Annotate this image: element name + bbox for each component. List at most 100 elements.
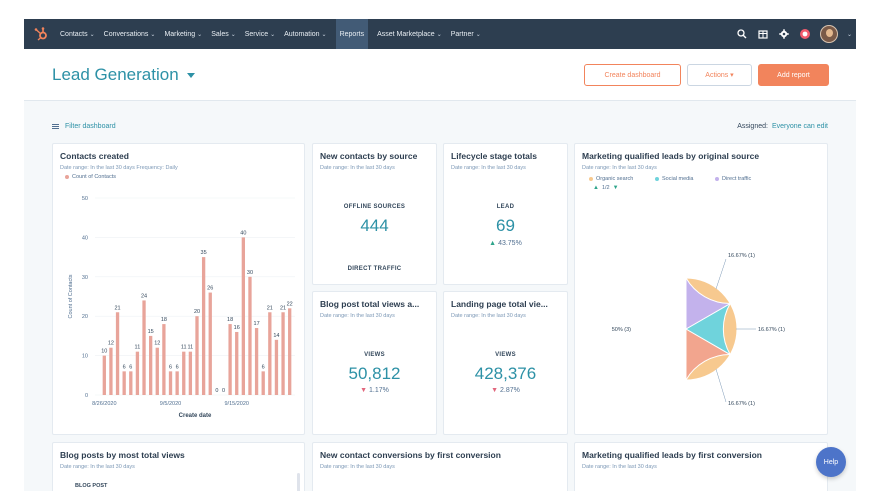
bar <box>281 312 285 395</box>
data-label: 11 <box>181 345 187 351</box>
metric-label: DIRECT TRAFFIC <box>347 266 402 272</box>
nav-marketing[interactable]: Marketing ⌄ <box>164 30 203 38</box>
legend-swatch <box>655 177 659 181</box>
nav-contacts[interactable]: Contacts ⌄ <box>60 30 95 38</box>
chevron-down-icon: ⌄ <box>436 31 442 38</box>
data-label: 6 <box>176 364 179 370</box>
pie-slice-label: 16.67% (1) <box>728 401 755 407</box>
metric-value: 50,812 <box>348 364 401 383</box>
down-arrow-icon: ▼ <box>360 387 368 394</box>
help-button[interactable]: Help <box>816 447 846 477</box>
legend-swatch <box>65 175 69 179</box>
caret-down-icon <box>186 72 195 78</box>
bar <box>188 351 193 395</box>
nav-sales[interactable]: Sales ⌄ <box>211 30 236 38</box>
legend-direct-traffic: Direct traffic <box>715 176 751 182</box>
data-label: 6 <box>123 364 126 370</box>
metric-change: ▼ 2.87% <box>491 387 520 394</box>
card-title: Blog post total views a... <box>320 299 420 309</box>
gear-icon[interactable] <box>778 28 790 40</box>
scrollbar[interactable] <box>297 473 300 491</box>
pie-slice <box>685 328 733 382</box>
down-arrow-icon[interactable]: ▼ <box>612 185 619 191</box>
bar <box>248 276 252 395</box>
notifications-icon[interactable] <box>799 28 811 40</box>
actions-button[interactable]: Actions ▾ <box>687 64 752 86</box>
up-arrow-icon[interactable]: ▲ <box>593 185 599 191</box>
card-title: New contact conversions by first convers… <box>320 450 501 460</box>
chevron-down-icon: ⌄ <box>197 31 203 38</box>
bar <box>288 308 292 395</box>
filter-label: Filter dashboard <box>65 123 116 130</box>
metric-change: ▲ 43.75% <box>489 240 522 247</box>
bar <box>129 371 133 395</box>
page-title: Lead Generation <box>52 65 179 84</box>
filter-icon <box>52 124 59 129</box>
search-icon[interactable] <box>736 28 748 40</box>
filter-dashboard-button[interactable]: Filter dashboard <box>52 123 116 130</box>
data-label: 26 <box>207 286 213 292</box>
legend-swatch <box>715 177 719 181</box>
nav-conversations[interactable]: Conversations ⌄ <box>103 30 156 38</box>
nav-asset-marketplace[interactable]: Asset Marketplace ⌄ <box>377 30 442 38</box>
avatar[interactable] <box>819 25 838 43</box>
data-label: 12 <box>154 341 160 347</box>
data-label: 11 <box>135 345 141 351</box>
nav-automation[interactable]: Automation ⌄ <box>284 30 327 38</box>
everyone-can-edit-link[interactable]: Everyone can edit <box>771 123 828 130</box>
create-dashboard-button[interactable]: Create dashboard <box>584 64 681 86</box>
nav-service[interactable]: Service ⌄ <box>244 30 276 38</box>
card-title: Landing page total vie... <box>451 299 548 309</box>
chevron-down-icon[interactable]: ⌄ <box>846 31 852 38</box>
nav-reports[interactable]: Reports <box>335 19 369 49</box>
bar <box>149 335 153 395</box>
report-card-landing-page-total-views[interactable]: Landing page total vie... Date range: In… <box>443 291 568 435</box>
bar <box>109 347 113 395</box>
data-label: 0 <box>222 388 225 394</box>
bar <box>201 257 206 395</box>
report-card-new-contacts-by-source[interactable]: New contacts by source Date range: In th… <box>312 143 437 285</box>
report-card-mql-by-original-source[interactable]: Marketing qualified leads by original so… <box>574 143 828 435</box>
metric-value: 69 <box>496 216 515 235</box>
report-card-lifecycle-stage-totals[interactable]: Lifecycle stage totals Date range: In th… <box>443 143 568 285</box>
bar <box>175 371 179 395</box>
dashboard-header: Lead Generation Create dashboard Actions… <box>24 49 856 101</box>
hubspot-logo-icon[interactable] <box>32 25 50 43</box>
x-tick-label: 9/15/2020 <box>224 401 248 407</box>
report-card-new-contact-conversions[interactable]: New contact conversions by first convers… <box>312 442 568 491</box>
card-date-range: Date range: In the last 30 days <box>320 313 395 319</box>
x-tick-label: 8/26/2020 <box>92 401 116 407</box>
data-label: 18 <box>161 317 167 323</box>
nav-partner[interactable]: Partner ⌄ <box>450 30 481 38</box>
data-label: 16 <box>234 325 240 331</box>
top-navigation: Contacts ⌄ Conversations ⌄ Marketing ⌄ Sale… <box>24 19 856 49</box>
bar <box>228 324 232 395</box>
report-card-contacts-created[interactable]: Contacts created Date range: In the last… <box>52 143 305 435</box>
card-title: Marketing qualified leads by first conve… <box>582 450 762 460</box>
report-card-mql-by-first-conversion[interactable]: Marketing qualified leads by first conve… <box>574 442 828 491</box>
x-tick-label: 9/5/2020 <box>160 401 181 407</box>
legend-organic-search: Organic search <box>589 176 633 182</box>
pie-leader-line <box>715 258 727 290</box>
marketplace-icon[interactable] <box>757 28 769 40</box>
filter-bar: Filter dashboard Assigned: Everyone can e… <box>52 123 828 135</box>
bar <box>102 355 106 395</box>
card-title: Lifecycle stage totals <box>451 151 537 161</box>
chevron-down-icon: ⌄ <box>89 31 95 38</box>
report-card-blog-post-total-views[interactable]: Blog post total views a... Date range: I… <box>312 291 437 435</box>
data-label: 21 <box>280 305 286 311</box>
card-date-range: Date range: In the last 30 days <box>451 313 526 319</box>
pie-slice <box>685 302 732 356</box>
bar <box>261 371 265 395</box>
table-column-header: BLOG POST <box>75 483 108 489</box>
y-tick-label: 10 <box>82 354 88 360</box>
report-card-blog-posts-by-most-views[interactable]: Blog posts by most total views Date rang… <box>52 442 305 491</box>
dashboard-selector[interactable]: Lead Generation <box>52 65 195 85</box>
nav-utilities: ⌄ <box>736 19 852 49</box>
bar <box>208 292 212 395</box>
card-title: New contacts by source <box>320 151 418 161</box>
add-report-button[interactable]: Add report <box>758 64 829 86</box>
metric-label: OFFLINE SOURCES <box>343 204 406 210</box>
chart-legend: Count of Contacts <box>65 174 116 180</box>
metric-label: VIEWS <box>364 352 385 358</box>
